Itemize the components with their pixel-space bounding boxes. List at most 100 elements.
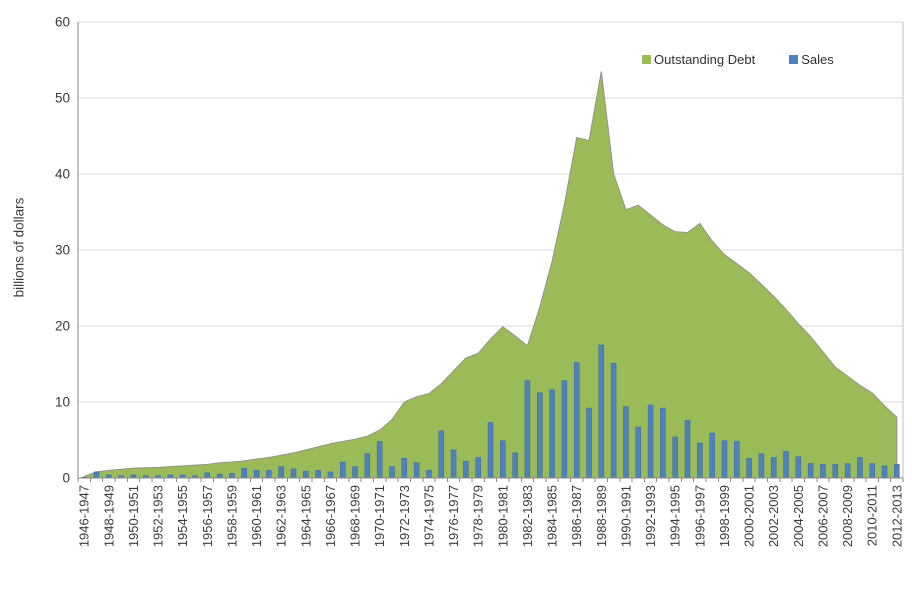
x-tick-label: 1962-1963 [274,485,289,547]
legend-item-outstanding-debt: Outstanding Debt [642,52,755,67]
bar-sales [426,470,432,479]
bar-sales [500,440,506,479]
x-tick-label: 1950-1951 [126,485,141,547]
bar-sales [586,407,592,479]
y-tick-label: 60 [55,15,70,30]
x-tick-label: 1974-1975 [421,485,436,547]
x-tick-label: 1956-1957 [200,485,215,547]
bar-sales [672,436,678,479]
bar-sales [857,457,863,479]
bar-sales [216,473,223,479]
x-tick-label: 1960-1961 [249,485,264,547]
x-tick-label: 1946-1947 [77,485,92,547]
bar-sales [573,362,580,479]
x-tick-label: 2002-2003 [766,485,781,547]
bar-sales [660,407,666,479]
x-tick-label: 1972-1973 [397,485,412,547]
bar-sales [315,470,321,479]
bar-sales [832,464,839,479]
x-tick-label: 1952-1953 [151,485,166,547]
x-tick-label: 2012-2013 [889,485,904,547]
y-tick-label: 30 [55,243,70,258]
bar-sales [795,456,802,479]
bar-sales [537,392,543,479]
x-tick-label: 1996-1997 [692,485,707,547]
bar-sales [303,470,309,479]
bar-sales [635,426,642,479]
sales-swatch-icon [789,55,799,64]
bar-sales [266,470,272,479]
bar-sales [746,457,752,479]
bar-sales [290,468,297,479]
y-tick-label: 20 [55,319,70,334]
bar-sales [894,464,900,479]
bar-sales [450,449,457,479]
x-tick-label: 1966-1967 [323,485,338,547]
bar-sales [820,464,826,479]
bar-sales [352,466,358,479]
x-tick-label: 1954-1955 [175,485,190,547]
bar-sales [549,389,555,479]
x-tick-label: 2006-2007 [815,485,830,547]
x-tick-label: 1986-1987 [569,485,584,547]
bar-sales [389,466,395,479]
bar-sales [364,453,371,479]
bar-sales [524,380,531,479]
bar-sales [721,440,728,479]
bar-sales [783,451,789,479]
bar-sales [561,380,568,479]
bar-sales [487,422,494,479]
bar-sales [758,453,765,479]
y-axis-title: billions of dollars [11,197,27,298]
x-tick-label: 1980-1981 [495,485,510,547]
area-series-outstanding-debt [83,71,898,479]
x-tick-label: 2010-2011 [865,485,880,546]
bar-sales [241,467,247,479]
bar-sales [327,471,334,479]
bar-sales [623,406,629,479]
x-tick-label: 1948-1949 [101,485,116,547]
bar-sales [869,463,875,479]
legend-item-sales: Sales [789,52,834,67]
bar-sales [401,457,408,479]
bar-sales [438,430,444,479]
legend: Outstanding Debt Sales [642,52,834,67]
bar-sales [376,441,383,479]
x-tick-label: 1970-1971 [372,485,387,547]
bar-sales [844,463,851,479]
x-tick-label: 1994-1995 [668,485,683,547]
bar-sales [807,463,814,479]
legend-label-sales: Sales [801,52,834,67]
bar-sales [709,432,715,479]
bar-sales [229,473,235,479]
bar-sales [647,404,654,479]
bar-sales [684,419,691,479]
outstanding-debt-swatch-icon [642,55,651,64]
bar-sales [413,462,420,479]
x-tick-label: 1990-1991 [618,485,633,547]
x-tick-label: 2000-2001 [742,485,757,547]
x-tick-label: 1968-1969 [348,485,363,547]
bar-sales [512,452,518,479]
x-tick-label: 2008-2009 [840,485,855,547]
bar-sales [734,441,740,479]
bar-sales [339,461,346,479]
x-tick-label: 1984-1985 [545,485,560,547]
x-tick-label: 1988-1989 [594,485,609,547]
bar-sales [475,457,481,479]
bar-sales [93,471,100,479]
bar-sales [697,442,703,479]
bar-sales [881,465,888,479]
bar-sales [204,472,211,479]
bar-sales [598,344,605,479]
legend-label-outstanding-debt: Outstanding Debt [654,52,756,67]
bar-sales [610,362,617,479]
y-tick-label: 50 [55,91,70,106]
x-tick-label: 1958-1959 [224,485,239,547]
x-tick-label: 1982-1983 [520,485,535,547]
y-tick-label: 0 [62,471,70,486]
x-tick-label: 1998-1999 [717,485,732,547]
x-tick-label: 2004-2005 [791,485,806,547]
